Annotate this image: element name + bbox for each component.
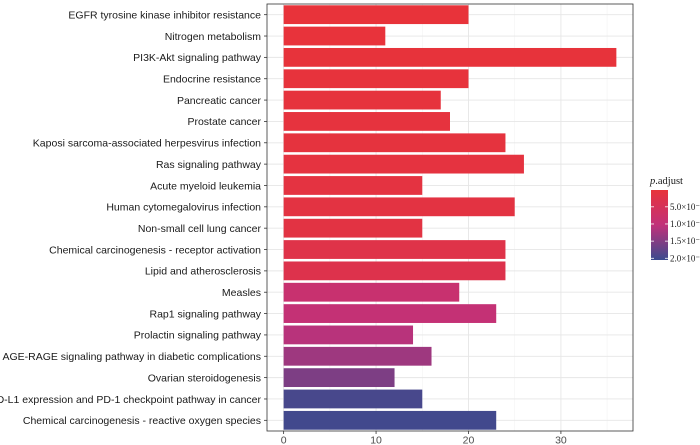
legend-tick-label: 5.0×10⁻⁵ xyxy=(670,202,700,212)
category-label: PI3K-Akt signaling pathway xyxy=(133,52,262,64)
bar xyxy=(283,26,386,46)
bar-series xyxy=(283,5,617,430)
category-label: Rap1 signaling pathway xyxy=(150,308,262,320)
x-tick-label: 10 xyxy=(370,435,382,445)
bar xyxy=(283,154,524,174)
bar xyxy=(283,410,497,430)
category-label: Non-small cell lung cancer xyxy=(138,223,262,235)
bar xyxy=(283,325,414,345)
legend-colorbar xyxy=(651,190,668,260)
bar xyxy=(283,133,506,153)
color-legend: p.adjust 5.0×10⁻⁵ 1.0×10⁻⁴ 1.5×10⁻⁴ 2.0×10⁻… xyxy=(649,176,700,263)
bar xyxy=(283,304,497,323)
bar xyxy=(283,368,395,388)
category-label: Lipid and atherosclerosis xyxy=(145,266,261,278)
category-label: Pancreatic cancer xyxy=(177,95,262,107)
bar xyxy=(283,261,506,281)
legend-tick-label: 2.0×10⁻⁴ xyxy=(670,253,700,263)
x-tick-label: 20 xyxy=(463,435,475,445)
x-tick-label: 30 xyxy=(555,435,567,445)
bar xyxy=(283,112,450,131)
bar xyxy=(283,218,423,238)
bar xyxy=(283,69,469,89)
legend-ticks: 5.0×10⁻⁵ 1.0×10⁻⁴ 1.5×10⁻⁴ 2.0×10⁻⁴ xyxy=(651,202,700,263)
bar xyxy=(283,240,506,259)
legend-title: p.adjust xyxy=(649,176,683,187)
category-label: Human cytomegalovirus infection xyxy=(106,202,261,214)
bar xyxy=(283,47,617,67)
bar xyxy=(283,176,423,195)
bar xyxy=(283,197,515,217)
category-label: Endocrine resistance xyxy=(163,74,261,86)
category-label: Ras signaling pathway xyxy=(156,159,262,171)
category-label: Ovarian steroidogenesis xyxy=(148,372,261,384)
bar xyxy=(283,346,432,366)
panel-border xyxy=(266,3,634,432)
grid-lines xyxy=(267,4,633,431)
category-label: Acute myeloid leukemia xyxy=(150,180,261,192)
category-label: Chemical carcinogenesis - receptor activ… xyxy=(49,244,261,256)
category-label: Measles xyxy=(222,287,261,299)
legend-title-italic: p xyxy=(649,176,655,187)
category-label: Chemical carcinogenesis - reactive oxyge… xyxy=(23,415,261,427)
bar xyxy=(283,282,460,302)
legend-tick-label: 1.5×10⁻⁴ xyxy=(670,236,700,246)
bar xyxy=(283,389,423,409)
bar xyxy=(283,5,469,25)
category-label: PD-L1 expression and PD-1 checkpoint pat… xyxy=(0,394,261,406)
x-tick-label: 0 xyxy=(281,435,287,445)
bar xyxy=(283,90,441,110)
category-label: Prostate cancer xyxy=(187,116,261,128)
category-label: AGE-RAGE signaling pathway in diabetic c… xyxy=(2,351,261,363)
legend-title-rest: .adjust xyxy=(655,176,683,187)
category-label: EGFR tyrosine kinase inhibitor resistanc… xyxy=(68,9,261,21)
category-labels: EGFR tyrosine kinase inhibitor resistanc… xyxy=(0,9,267,427)
category-label: Prolactin signaling pathway xyxy=(134,330,262,342)
category-label: Kaposi sarcoma-associated herpesvirus in… xyxy=(33,138,261,150)
legend-tick-label: 1.0×10⁻⁴ xyxy=(670,219,700,229)
category-label: Nitrogen metabolism xyxy=(165,31,262,43)
x-axis: 0 10 20 30 xyxy=(281,431,567,445)
